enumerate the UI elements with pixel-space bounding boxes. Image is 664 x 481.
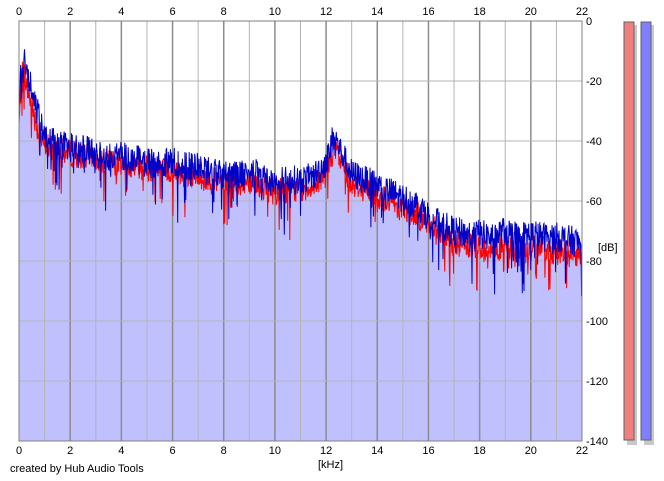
x-tick-label-top: 18 <box>474 6 486 18</box>
x-tick-label-bottom: 20 <box>525 445 537 457</box>
x-axis-label: [kHz] <box>318 459 343 471</box>
x-tick-label-bottom: 14 <box>371 445 383 457</box>
x-tick-label-top: 14 <box>371 6 383 18</box>
y-tick-label: -40 <box>586 136 602 148</box>
x-tick-label-bottom: 18 <box>474 445 486 457</box>
x-tick-label-bottom: 10 <box>269 445 281 457</box>
x-tick-label-top: 2 <box>67 6 73 18</box>
x-tick-label-bottom: 22 <box>576 445 588 457</box>
y-tick-label: -60 <box>586 196 602 208</box>
x-tick-label-bottom: 12 <box>320 445 332 457</box>
y-tick-label: -120 <box>586 376 608 388</box>
x-tick-label-top: 6 <box>169 6 175 18</box>
x-tick-label-bottom: 8 <box>221 445 227 457</box>
x-tick-label-top: 4 <box>118 6 124 18</box>
x-tick-label-bottom: 6 <box>169 445 175 457</box>
y-tick-label: -80 <box>586 256 602 268</box>
x-tick-label-top: 10 <box>269 6 281 18</box>
tick-label-layer: 002244668810101212141416161818202022220-… <box>16 6 608 457</box>
spectrum-lines-layer <box>18 49 583 297</box>
x-tick-label-top: 22 <box>576 6 588 18</box>
x-tick-label-top: 20 <box>525 6 537 18</box>
x-tick-label-top: 12 <box>320 6 332 18</box>
y-axis-label: [dB] <box>598 242 618 254</box>
x-tick-label-top: 16 <box>422 6 434 18</box>
x-tick-label-top: 0 <box>16 6 22 18</box>
y-tick-label: 0 <box>586 16 592 28</box>
level-meter-left <box>623 21 637 445</box>
x-tick-label-bottom: 0 <box>16 445 22 457</box>
plot-border <box>18 20 583 442</box>
y-tick-label: -20 <box>586 76 602 88</box>
level-meter-right <box>640 21 654 445</box>
x-tick-label-bottom: 2 <box>67 445 73 457</box>
y-tick-label: -100 <box>586 316 608 328</box>
x-tick-label-bottom: 4 <box>118 445 124 457</box>
right-channel-line <box>18 49 583 297</box>
y-tick-label: -140 <box>586 436 608 448</box>
x-tick-label-top: 8 <box>221 6 227 18</box>
x-tick-label-bottom: 16 <box>422 445 434 457</box>
credit-text: created by Hub Audio Tools <box>10 463 144 475</box>
